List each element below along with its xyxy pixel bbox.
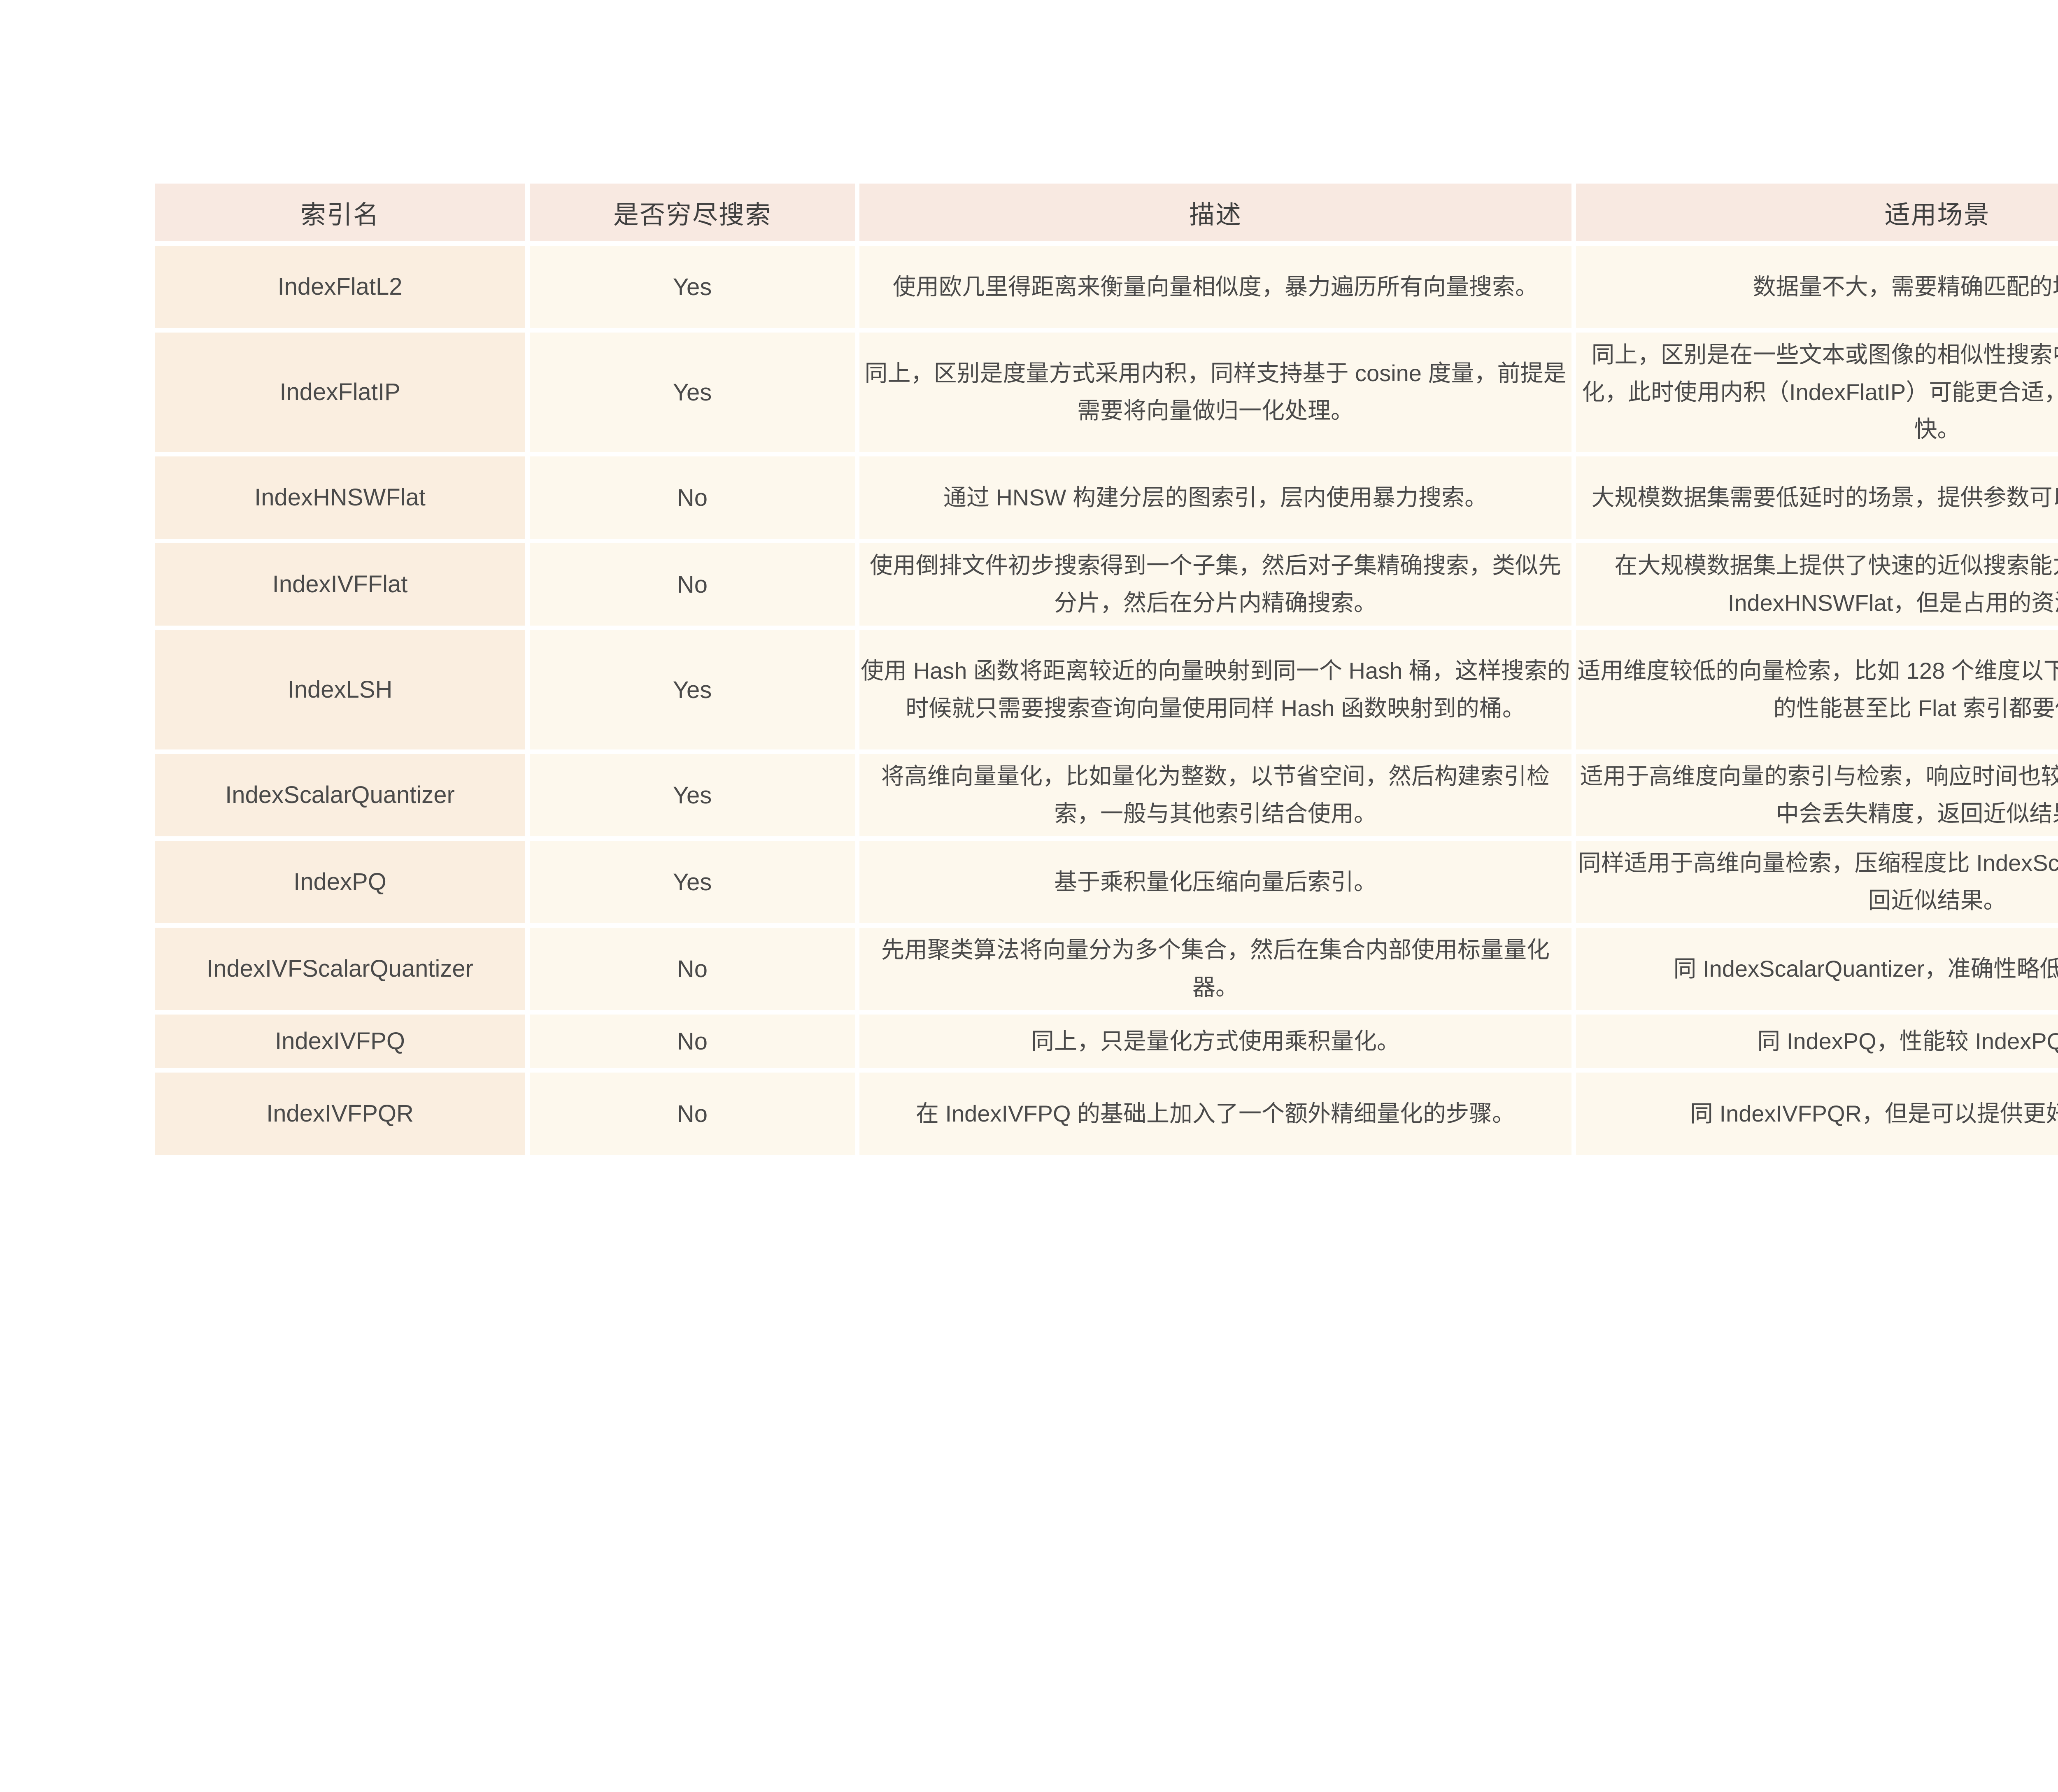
table-row: IndexFlatL2 Yes 使用欧几里得距离来衡量向量相似度，暴力遍历所有向… [155,246,2058,328]
cell-scenario: 同 IndexScalarQuantizer，准确性略低，性能稍高。 [1576,928,2058,1010]
cell-scenario: 同样适用于高维向量检索，压缩程度比 IndexScalarQuantizer 更… [1576,841,2058,923]
cell-description: 先用聚类算法将向量分为多个集合，然后在集合内部使用标量量化器。 [859,928,1571,1010]
cell-index-name: IndexIVFFlat [155,543,525,626]
table-row: IndexIVFFlat No 使用倒排文件初步搜索得到一个子集，然后对子集精确… [155,543,2058,626]
index-comparison-table-container: 索引名 是否穷尽搜索 描述 适用场景 IndexFlatL2 Yes 使用欧几里… [150,179,2058,1159]
table-row: IndexIVFPQ No 同上，只是量化方式使用乘积量化。 同 IndexPQ… [155,1015,2058,1068]
cell-description: 将高维向量量化，比如量化为整数，以节省空间，然后构建索引检索，一般与其他索引结合… [859,754,1571,836]
cell-index-name: IndexIVFScalarQuantizer [155,928,525,1010]
column-header-exhaustive: 是否穷尽搜索 [530,184,855,241]
cell-description: 通过 HNSW 构建分层的图索引，层内使用暴力搜索。 [859,456,1571,539]
cell-description: 使用倒排文件初步搜索得到一个子集，然后对子集精确搜索，类似先分片，然后在分片内精… [859,543,1571,626]
cell-description: 使用欧几里得距离来衡量向量相似度，暴力遍历所有向量搜索。 [859,246,1571,328]
table-row: IndexHNSWFlat No 通过 HNSW 构建分层的图索引，层内使用暴力… [155,456,2058,539]
table-row: IndexFlatIP Yes 同上，区别是度量方式采用内积，同样支持基于 co… [155,333,2058,452]
cell-index-name: IndexLSH [155,630,525,749]
cell-scenario: 同上，区别是在一些文本或图像的相似性搜索中，通常会将数据标准化，此时使用内积（I… [1576,333,2058,452]
cell-exhaustive: No [530,1015,855,1068]
table-header-row: 索引名 是否穷尽搜索 描述 适用场景 [155,184,2058,241]
cell-scenario: 适用于高维度向量的索引与检索，响应时间也较快，但是由于量化过程中会丢失精度，返回… [1576,754,2058,836]
cell-exhaustive: Yes [530,333,855,452]
cell-scenario: 数据量不大，需要精确匹配的场景。 [1576,246,2058,328]
cell-index-name: IndexScalarQuantizer [155,754,525,836]
cell-scenario: 在大规模数据集上提供了快速的近似搜索能力，精确度可能不如 IndexHNSWFl… [1576,543,2058,626]
cell-description: 在 IndexIVFPQ 的基础上加入了一个额外精细量化的步骤。 [859,1073,1571,1155]
table-row: IndexIVFScalarQuantizer No 先用聚类算法将向量分为多个… [155,928,2058,1010]
cell-exhaustive: Yes [530,246,855,328]
cell-index-name: IndexFlatIP [155,333,525,452]
column-header-index-name: 索引名 [155,184,525,241]
cell-exhaustive: Yes [530,754,855,836]
column-header-scenario: 适用场景 [1576,184,2058,241]
cell-exhaustive: No [530,928,855,1010]
cell-description: 同上，只是量化方式使用乘积量化。 [859,1015,1571,1068]
index-comparison-table: 索引名 是否穷尽搜索 描述 适用场景 IndexFlatL2 Yes 使用欧几里… [150,179,2058,1159]
cell-index-name: IndexPQ [155,841,525,923]
cell-exhaustive: Yes [530,841,855,923]
cell-index-name: IndexIVFPQ [155,1015,525,1068]
cell-scenario: 同 IndexIVFPQR，但是可以提供更好的准确度。 [1576,1073,2058,1155]
cell-description: 基于乘积量化压缩向量后索引。 [859,841,1571,923]
table-row: IndexIVFPQR No 在 IndexIVFPQ 的基础上加入了一个额外精… [155,1073,2058,1155]
table-row: IndexScalarQuantizer Yes 将高维向量量化，比如量化为整数… [155,754,2058,836]
cell-exhaustive: No [530,543,855,626]
cell-exhaustive: No [530,1073,855,1155]
table-row: IndexLSH Yes 使用 Hash 函数将距离较近的向量映射到同一个 Ha… [155,630,2058,749]
column-header-description: 描述 [859,184,1571,241]
cell-exhaustive: No [530,456,855,539]
cell-index-name: IndexIVFPQR [155,1073,525,1155]
cell-description: 同上，区别是度量方式采用内积，同样支持基于 cosine 度量，前提是需要将向量… [859,333,1571,452]
cell-scenario: 适用维度较低的向量检索，比如 128 个维度以下，向量维度过高后检索的性能甚至比… [1576,630,2058,749]
cell-index-name: IndexHNSWFlat [155,456,525,539]
cell-description: 使用 Hash 函数将距离较近的向量映射到同一个 Hash 桶，这样搜索的时候就… [859,630,1571,749]
cell-index-name: IndexFlatL2 [155,246,525,328]
table-header: 索引名 是否穷尽搜索 描述 适用场景 [155,184,2058,241]
table-row: IndexPQ Yes 基于乘积量化压缩向量后索引。 同样适用于高维向量检索，压… [155,841,2058,923]
cell-exhaustive: Yes [530,630,855,749]
cell-scenario: 大规模数据集需要低延时的场景，提供参数可以平衡速度与准确性。 [1576,456,2058,539]
cell-scenario: 同 IndexPQ，性能较 IndexPQ 好。 [1576,1015,2058,1068]
table-body: IndexFlatL2 Yes 使用欧几里得距离来衡量向量相似度，暴力遍历所有向… [155,246,2058,1155]
